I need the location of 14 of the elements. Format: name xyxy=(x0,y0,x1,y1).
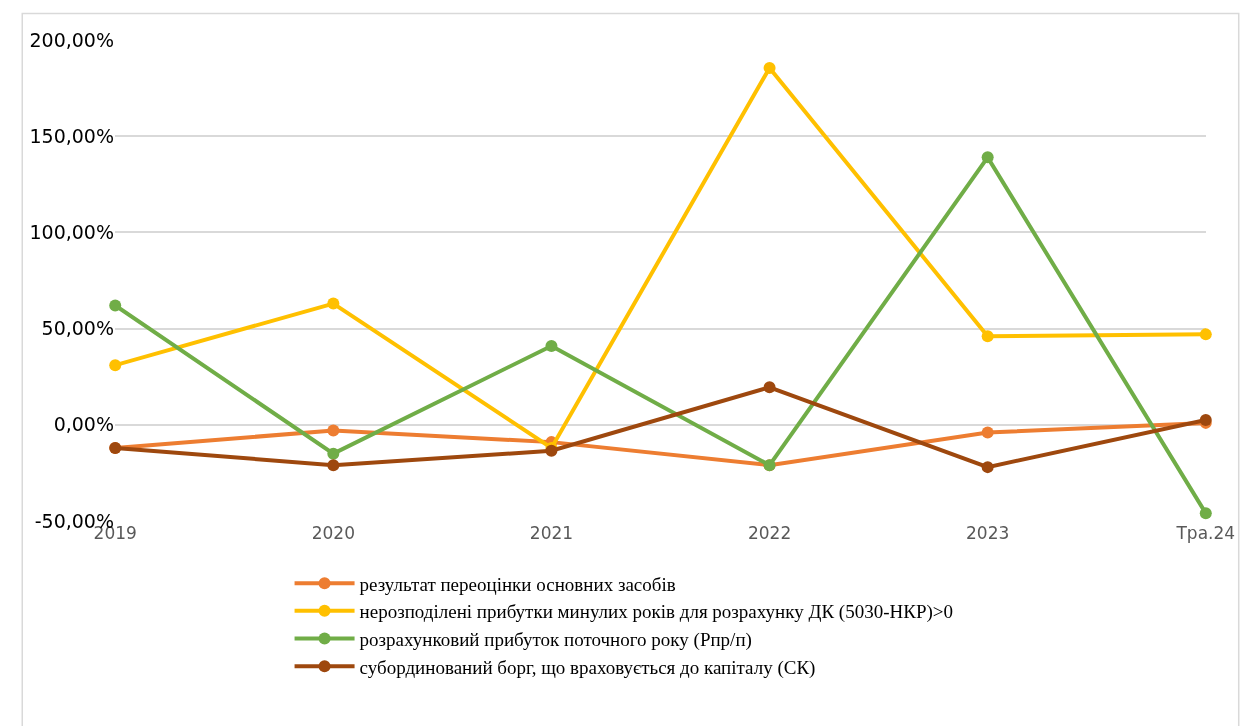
x-tick-label: 2020 xyxy=(311,523,355,543)
x-tick-label: 2023 xyxy=(966,523,1010,543)
y-tick-label: 150,00% xyxy=(29,124,114,147)
y-tick-label: 100,00% xyxy=(29,221,114,244)
legend-label: нерозподілені прибутки минулих років для розрахунку ДК (5030-НКР)>0 xyxy=(359,601,954,624)
legend-label: субординований борг, що враховується до капіталу (СК) xyxy=(359,656,816,679)
y-tick-label: 50,00% xyxy=(41,317,114,340)
y-tick-label: 0,00% xyxy=(53,413,114,436)
x-tick-label: Тра.24 xyxy=(1175,523,1236,543)
y-tick-label: 200,00% xyxy=(29,28,114,51)
legend-label: результат переоцінки основних засобів xyxy=(359,573,676,595)
x-tick-label: 2021 xyxy=(529,523,574,543)
x-tick-label: 2022 xyxy=(747,523,792,543)
legend-label: розрахунковий прибуток поточного року (Рпр/п) xyxy=(359,628,752,651)
